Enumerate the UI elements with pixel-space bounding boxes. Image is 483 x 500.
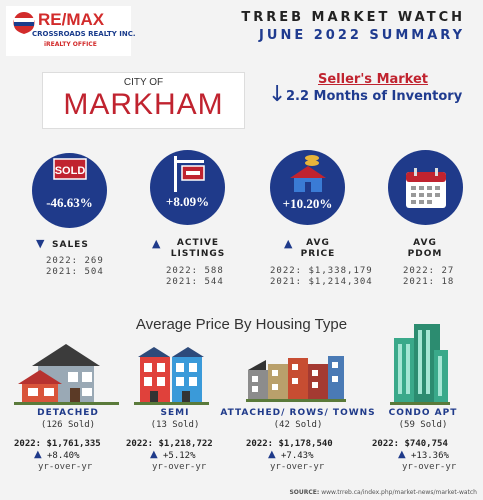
price-2022: 2022: $1,338,179 <box>270 266 373 276</box>
towns-price: 2022: $1,178,540 <box>246 439 333 449</box>
house-coins-icon <box>290 155 326 192</box>
detached-change: +8.40% <box>47 451 80 461</box>
listings-label: ACTIVE LISTINGS <box>170 238 226 259</box>
pdom-2022: 2022: 27 <box>403 266 455 276</box>
brokerage-name: CROSSROADS REALTY INC. <box>32 30 136 38</box>
calendar-icon <box>406 168 446 208</box>
sales-label: SALES <box>52 240 89 250</box>
towns-yoy: yr-over-yr <box>270 462 325 472</box>
condo-price: 2022: $740,754 <box>372 439 448 449</box>
sold-sign-icon: SOLD <box>53 158 87 180</box>
semi-price: 2022: $1,218,722 <box>126 439 213 449</box>
brand-name: RE/MAX <box>38 10 105 29</box>
city-prefix: CITY OF <box>123 77 164 88</box>
condo-tower-icon <box>390 324 450 405</box>
listings-2021: 2021: 544 <box>166 277 224 287</box>
condo-type: CONDO APT <box>388 408 458 418</box>
inventory-text: 2.2 Months of Inventory <box>286 89 463 104</box>
city-name: MARKHAM <box>63 88 224 121</box>
listings-2022: 2022: 588 <box>166 266 224 276</box>
page-title: TRREB MARKET WATCH <box>241 10 465 25</box>
semi-yoy: yr-over-yr <box>152 462 207 472</box>
semi-house-icon <box>134 347 209 405</box>
semi-type: SEMI <box>160 408 190 418</box>
townhouse-icon <box>246 356 346 402</box>
detached-sold: (126 Sold) <box>40 420 96 430</box>
sales-2021: 2021: 504 <box>46 267 104 277</box>
detached-price: 2022: $1,761,335 <box>14 439 101 449</box>
pdom-label: AVG PDOM <box>407 238 443 259</box>
triangle-up-icon: ▲ <box>150 449 158 460</box>
detached-yoy: yr-over-yr <box>38 462 93 472</box>
semi-sold: (13 Sold) <box>150 420 200 430</box>
detached-house-icon <box>14 344 119 405</box>
triangle-down-icon: ▼ <box>36 237 45 250</box>
triangle-up-icon: ▲ <box>34 449 42 460</box>
triangle-up-icon: ▲ <box>268 449 276 460</box>
triangle-up-icon: ▲ <box>284 237 293 250</box>
sales-2022: 2022: 269 <box>46 256 104 266</box>
condo-sold: (59 Sold) <box>398 420 448 430</box>
sales-circle: SOLD -46.63% <box>32 153 107 228</box>
price-change: +10.20% <box>282 196 333 211</box>
section-title: Average Price By Housing Type <box>135 316 348 333</box>
towns-change: +7.43% <box>281 451 314 461</box>
towns-type: ATTACHED/ ROWS/ TOWNS <box>220 408 376 418</box>
triangle-up-icon: ▲ <box>398 449 406 460</box>
listings-change: +8.09% <box>165 194 210 209</box>
condo-yoy: yr-over-yr <box>402 462 457 472</box>
listing-sign-icon <box>174 156 205 192</box>
source-link[interactable]: www.trreb.ca/index.php/market-news/marke… <box>321 489 477 496</box>
remax-logo: RE/MAX CROSSROADS REALTY INC. iREALTY OF… <box>6 6 136 56</box>
sales-change: -46.63% <box>46 195 93 210</box>
detached-type: DETACHED <box>37 408 99 418</box>
price-2021: 2021: $1,214,304 <box>270 277 373 287</box>
triangle-up-icon: ▲ <box>152 237 161 250</box>
page-subtitle: JUNE 2022 SUMMARY <box>259 28 465 43</box>
price-label: AVG PRICE <box>300 238 336 259</box>
source-label: SOURCE: <box>289 489 320 496</box>
svg-text:SOLD: SOLD <box>55 165 86 177</box>
down-arrow-icon: ↓ <box>268 82 287 107</box>
brokerage-sub: iREALTY OFFICE <box>44 41 97 48</box>
source-note: SOURCE: www.trreb.ca/index.php/market-ne… <box>289 489 477 496</box>
pdom-circle <box>388 150 463 225</box>
pdom-2021: 2021: 18 <box>403 277 455 287</box>
city-box: CITY OF MARKHAM <box>42 72 245 129</box>
towns-sold: (42 Sold) <box>273 420 323 430</box>
market-status: Seller's Market <box>318 72 429 87</box>
condo-change: +13.36% <box>411 451 449 461</box>
listings-circle: +8.09% <box>150 150 225 225</box>
semi-change: +5.12% <box>163 451 196 461</box>
price-circle: +10.20% <box>270 150 345 225</box>
